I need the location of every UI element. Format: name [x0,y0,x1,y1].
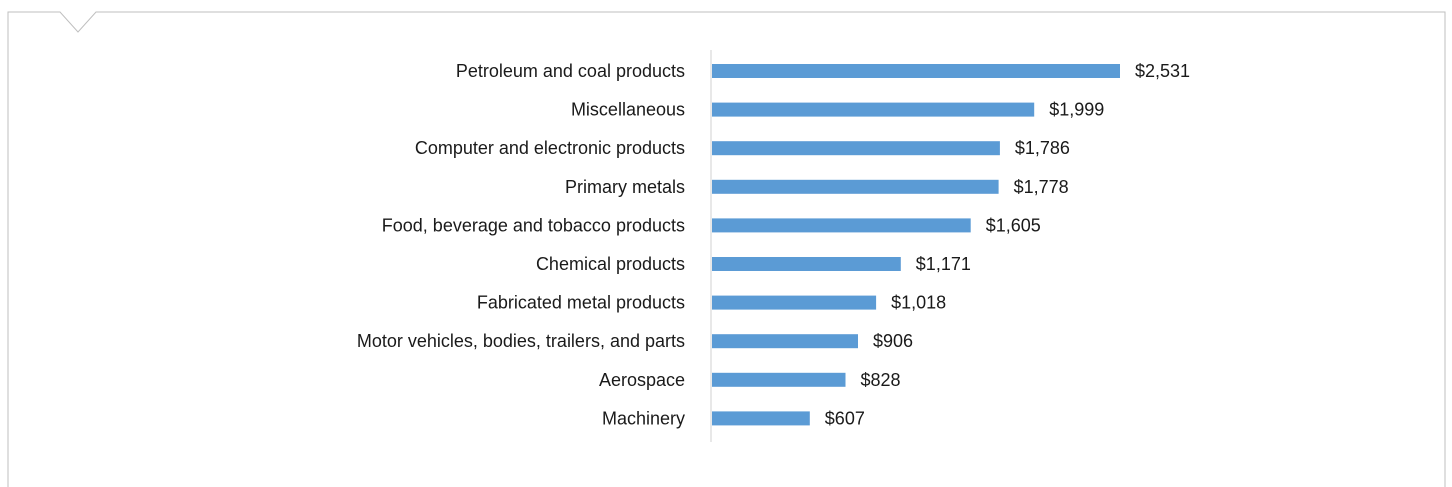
category-label: Machinery [602,408,685,428]
bar [712,141,1000,156]
category-labels: Petroleum and coal products Miscellaneous… [357,61,685,428]
category-label: Aerospace [599,370,685,390]
value-label: $1,171 [916,254,971,274]
bar [712,179,999,194]
category-label: Computer and electronic products [415,138,685,158]
category-label: Fabricated metal products [477,293,685,313]
bar [712,218,971,233]
category-label: Motor vehicles, bodies, trailers, and pa… [357,331,685,351]
bar [712,411,810,426]
value-label: $906 [873,331,913,351]
bar [712,257,901,271]
bar [712,372,846,387]
value-label: $1,999 [1049,100,1104,120]
value-label: $2,531 [1135,61,1190,81]
value-label: $828 [861,370,901,390]
category-label: Primary metals [565,177,685,197]
value-label: $1,018 [891,293,946,313]
bars-layer [712,64,1120,426]
bar [712,295,877,310]
bar [712,102,1035,117]
category-label: Chemical products [536,254,685,274]
value-label: $1,786 [1015,138,1070,158]
category-label: Miscellaneous [571,100,685,120]
category-label: Petroleum and coal products [456,61,685,81]
value-label: $1,778 [1014,177,1069,197]
value-labels: $2,531 $1,999 $1,786 $1,778 $1,605 $1,171 $1,0… [825,61,1190,428]
value-label: $1,605 [986,215,1041,235]
category-label: Food, beverage and tobacco products [382,215,685,235]
value-label: $607 [825,408,865,428]
bar [712,64,1120,78]
bar [712,334,858,349]
